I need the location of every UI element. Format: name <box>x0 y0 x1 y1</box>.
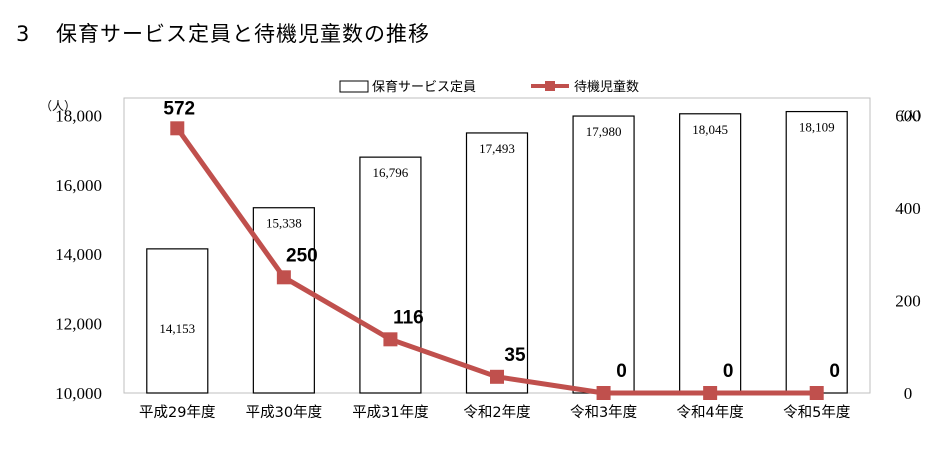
bar-value-label: 14,153 <box>159 321 195 336</box>
line-value-label: 35 <box>504 345 526 366</box>
bar-value-label: 18,109 <box>799 120 835 135</box>
bar <box>252 207 315 394</box>
chart-title-text: 保育サービス定員と待機児童数の推移 <box>56 22 430 46</box>
bar-value-label: 15,338 <box>266 216 302 231</box>
y-left-tick-label: 16,000 <box>55 176 102 195</box>
x-category-label: 平成31年度 <box>352 404 428 421</box>
bar <box>359 156 422 394</box>
chart-title: 3 保育サービス定員と待機児童数の推移 <box>16 18 430 48</box>
y-left-tick-label: 18,000 <box>55 106 102 125</box>
legend-line-label: 待機児童数 <box>574 79 639 95</box>
line-value-label: 0 <box>829 361 840 382</box>
line-marker <box>703 386 718 400</box>
legend-bar-label: 保育サービス定員 <box>372 79 476 95</box>
line-marker <box>276 270 291 285</box>
line-value-label: 572 <box>163 98 195 119</box>
y-left-unit: （人） <box>40 99 76 113</box>
bar <box>465 132 529 394</box>
line-marker <box>809 386 824 400</box>
bar <box>785 110 848 394</box>
x-category-label: 令和2年度 <box>463 404 530 421</box>
x-category-label: 平成30年度 <box>246 404 322 421</box>
y-left-tick-label: 10,000 <box>55 384 102 403</box>
bar-value-label: 16,796 <box>373 165 409 180</box>
line-marker <box>490 369 504 384</box>
y-left-tick-label: 14,000 <box>55 245 102 264</box>
chart-title-number: 3 <box>16 22 31 46</box>
bar-value-label: 18,045 <box>692 122 728 137</box>
x-category-label: 令和4年度 <box>677 404 744 421</box>
y-right-unit: （人） <box>893 109 929 123</box>
legend-line-marker <box>545 81 555 91</box>
legend-bar-swatch <box>339 80 369 93</box>
line-value-label: 250 <box>286 245 318 266</box>
line-value-label: 116 <box>393 307 424 328</box>
y-right-tick-label: 0 <box>904 384 913 403</box>
line-marker <box>170 121 185 136</box>
bar-value-label: 17,980 <box>586 124 622 139</box>
line-marker <box>596 386 611 400</box>
y-left-tick-label: 12,000 <box>55 315 102 334</box>
line-value-label: 0 <box>723 361 734 382</box>
y-right-tick-label: 600 <box>895 106 921 125</box>
x-category-label: 平成29年度 <box>139 404 215 421</box>
bar <box>146 248 209 394</box>
bar <box>572 115 635 394</box>
bar <box>679 113 742 394</box>
x-category-label: 令和3年度 <box>570 404 637 421</box>
y-right-tick-label: 200 <box>895 291 921 310</box>
line-marker <box>383 332 398 347</box>
x-category-label: 令和5年度 <box>783 404 850 421</box>
bar-value-label: 17,493 <box>479 141 515 156</box>
line-value-label: 0 <box>616 361 627 382</box>
y-right-tick-label: 400 <box>895 199 921 218</box>
